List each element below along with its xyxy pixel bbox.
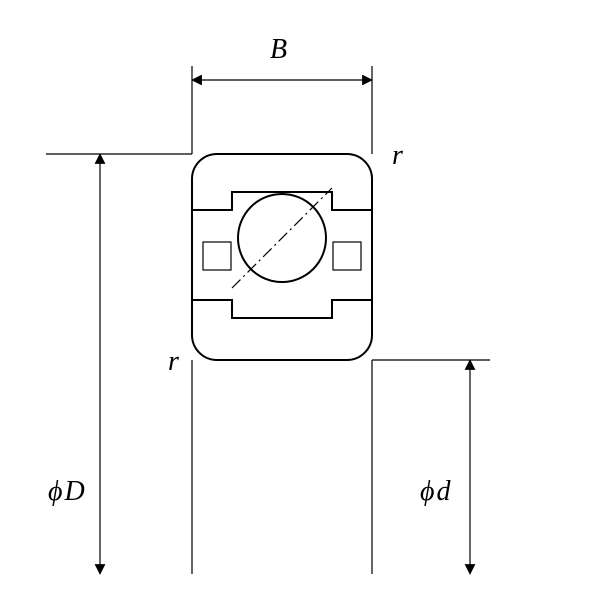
dimension-B xyxy=(192,66,372,154)
label-phi-D: ϕD xyxy=(48,476,85,507)
letter-d: d xyxy=(437,476,452,507)
label-r-top: r xyxy=(392,140,403,171)
bearing-section xyxy=(192,154,372,360)
letter-D: D xyxy=(64,476,85,507)
phi-glyph: ϕ xyxy=(48,476,63,507)
phi-glyph: ϕ xyxy=(420,476,435,507)
cage-left xyxy=(203,242,231,270)
label-r-bottom: r xyxy=(168,346,179,377)
label-B: B xyxy=(270,34,287,65)
bearing-diagram: B ϕD ϕd r r xyxy=(0,0,600,600)
label-phi-d: ϕd xyxy=(420,476,452,507)
cage-right xyxy=(333,242,361,270)
dimension-d xyxy=(372,360,490,574)
